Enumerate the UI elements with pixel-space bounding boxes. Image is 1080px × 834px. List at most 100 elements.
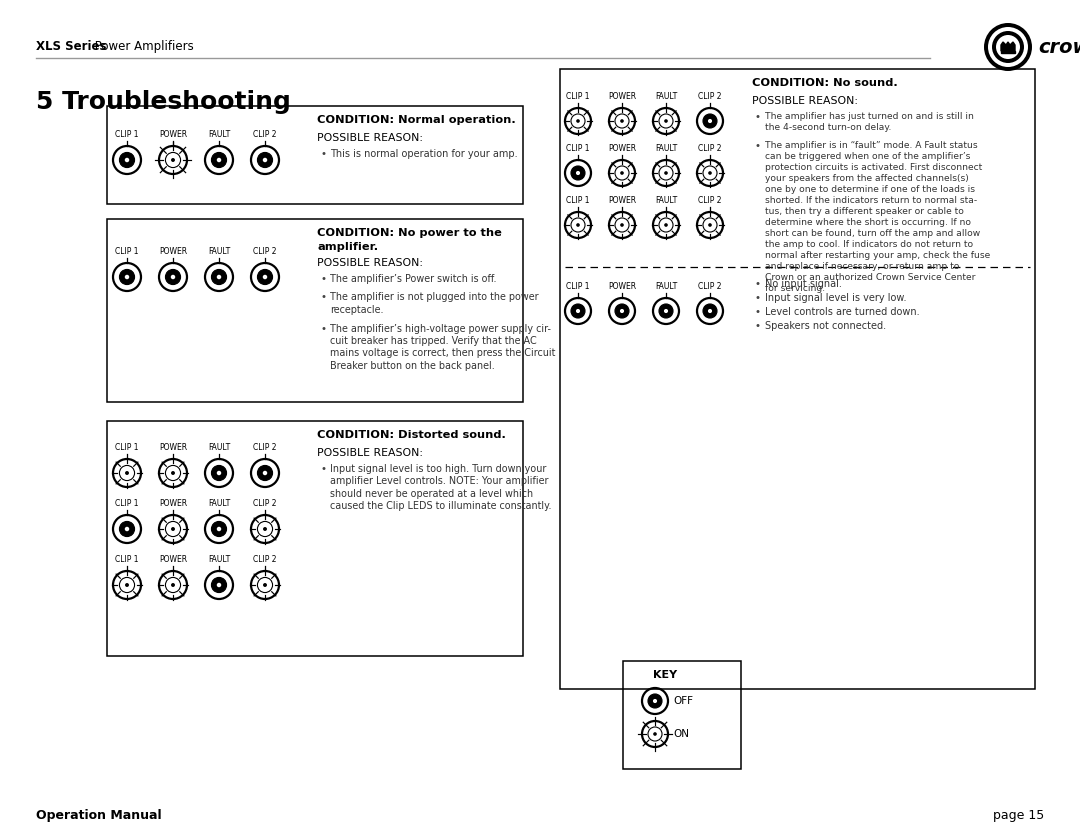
Circle shape xyxy=(571,114,585,128)
Text: CLIP 2: CLIP 2 xyxy=(699,92,721,101)
Text: FAULT: FAULT xyxy=(654,92,677,101)
Text: FAULT: FAULT xyxy=(654,196,677,205)
Text: POWER: POWER xyxy=(159,130,187,139)
Circle shape xyxy=(620,309,624,313)
Text: •: • xyxy=(755,321,761,331)
Text: No input signal.: No input signal. xyxy=(765,279,842,289)
Text: POWER: POWER xyxy=(159,555,187,564)
Text: Operation Manual: Operation Manual xyxy=(36,810,162,822)
Circle shape xyxy=(165,153,180,168)
Circle shape xyxy=(212,465,227,480)
Text: The amplifier is in “fault” mode. A Fault status
can be triggered when one of th: The amplifier is in “fault” mode. A Faul… xyxy=(765,141,990,293)
Text: Input signal level is too high. Turn down your
amplifier Level controls. NOTE: Y: Input signal level is too high. Turn dow… xyxy=(330,464,552,511)
Text: FAULT: FAULT xyxy=(207,247,230,256)
Circle shape xyxy=(257,521,272,536)
Circle shape xyxy=(217,274,221,279)
Circle shape xyxy=(984,23,1032,71)
Circle shape xyxy=(664,171,667,175)
Circle shape xyxy=(648,727,662,741)
Text: •: • xyxy=(320,324,326,334)
Bar xyxy=(623,661,741,769)
Text: CLIP 2: CLIP 2 xyxy=(253,443,276,452)
Text: POWER: POWER xyxy=(159,443,187,452)
Circle shape xyxy=(165,269,180,284)
Text: •: • xyxy=(755,307,761,317)
Circle shape xyxy=(707,119,712,123)
Text: •: • xyxy=(320,464,326,474)
Text: POWER: POWER xyxy=(159,247,187,256)
Circle shape xyxy=(217,583,221,587)
Text: The amplifier’s high-voltage power supply cir-
cuit breaker has tripped. Verify : The amplifier’s high-voltage power suppl… xyxy=(330,324,555,371)
Circle shape xyxy=(217,158,221,163)
Circle shape xyxy=(125,274,130,279)
Text: POWER: POWER xyxy=(608,92,636,101)
Circle shape xyxy=(571,304,585,318)
Circle shape xyxy=(659,166,673,180)
Circle shape xyxy=(120,269,135,284)
Circle shape xyxy=(212,153,227,168)
Text: The amplifier is not plugged into the power
receptacle.: The amplifier is not plugged into the po… xyxy=(330,292,539,314)
Circle shape xyxy=(171,274,175,279)
Circle shape xyxy=(708,224,712,227)
Text: •: • xyxy=(320,292,326,302)
Circle shape xyxy=(120,465,135,480)
Polygon shape xyxy=(1001,51,1015,53)
Circle shape xyxy=(264,527,267,531)
Text: •: • xyxy=(320,274,326,284)
Circle shape xyxy=(171,471,175,475)
Text: FAULT: FAULT xyxy=(207,443,230,452)
Text: FAULT: FAULT xyxy=(207,499,230,508)
Text: CLIP 1: CLIP 1 xyxy=(116,443,138,452)
Circle shape xyxy=(988,27,1028,67)
Text: FAULT: FAULT xyxy=(654,282,677,291)
Circle shape xyxy=(576,309,580,313)
Circle shape xyxy=(262,274,267,279)
Text: CLIP 2: CLIP 2 xyxy=(253,499,276,508)
Text: FAULT: FAULT xyxy=(207,555,230,564)
Circle shape xyxy=(120,153,135,168)
Circle shape xyxy=(165,577,180,593)
Text: 5 Troubleshooting: 5 Troubleshooting xyxy=(36,90,291,114)
Text: Speakers not connected.: Speakers not connected. xyxy=(765,321,886,331)
Circle shape xyxy=(212,521,227,536)
Circle shape xyxy=(165,521,180,536)
Circle shape xyxy=(257,577,272,593)
Text: CONDITION: Distorted sound.: CONDITION: Distorted sound. xyxy=(318,430,505,440)
Circle shape xyxy=(707,309,712,313)
Text: CLIP 2: CLIP 2 xyxy=(253,555,276,564)
Circle shape xyxy=(653,732,657,736)
Text: CLIP 1: CLIP 1 xyxy=(116,499,138,508)
Text: CLIP 1: CLIP 1 xyxy=(566,92,590,101)
Text: The amplifier’s Power switch is off.: The amplifier’s Power switch is off. xyxy=(330,274,497,284)
Circle shape xyxy=(257,153,272,168)
Circle shape xyxy=(620,171,624,175)
Circle shape xyxy=(577,224,580,227)
Bar xyxy=(107,421,523,656)
Circle shape xyxy=(257,465,272,480)
Text: POSSIBLE REASON:: POSSIBLE REASON: xyxy=(318,448,423,458)
Circle shape xyxy=(703,218,717,232)
Circle shape xyxy=(165,465,180,480)
Circle shape xyxy=(615,114,629,128)
Bar xyxy=(107,219,523,402)
Circle shape xyxy=(993,31,1024,63)
Text: CLIP 2: CLIP 2 xyxy=(253,247,276,256)
Text: CLIP 1: CLIP 1 xyxy=(116,247,138,256)
Text: •: • xyxy=(755,279,761,289)
Text: CLIP 2: CLIP 2 xyxy=(699,282,721,291)
Text: POWER: POWER xyxy=(608,144,636,153)
Text: crown: crown xyxy=(1038,38,1080,57)
Circle shape xyxy=(125,527,130,531)
Text: Level controls are turned down.: Level controls are turned down. xyxy=(765,307,920,317)
Circle shape xyxy=(703,304,717,318)
Circle shape xyxy=(996,35,1020,59)
Text: FAULT: FAULT xyxy=(654,144,677,153)
Text: CLIP 1: CLIP 1 xyxy=(566,196,590,205)
Text: •: • xyxy=(755,293,761,303)
Text: POSSIBLE REASON:: POSSIBLE REASON: xyxy=(318,258,423,268)
Circle shape xyxy=(659,304,673,318)
Text: XLS Series: XLS Series xyxy=(36,39,107,53)
Circle shape xyxy=(171,527,175,531)
Text: CONDITION: Normal operation.: CONDITION: Normal operation. xyxy=(318,115,516,125)
Text: •: • xyxy=(755,141,761,151)
